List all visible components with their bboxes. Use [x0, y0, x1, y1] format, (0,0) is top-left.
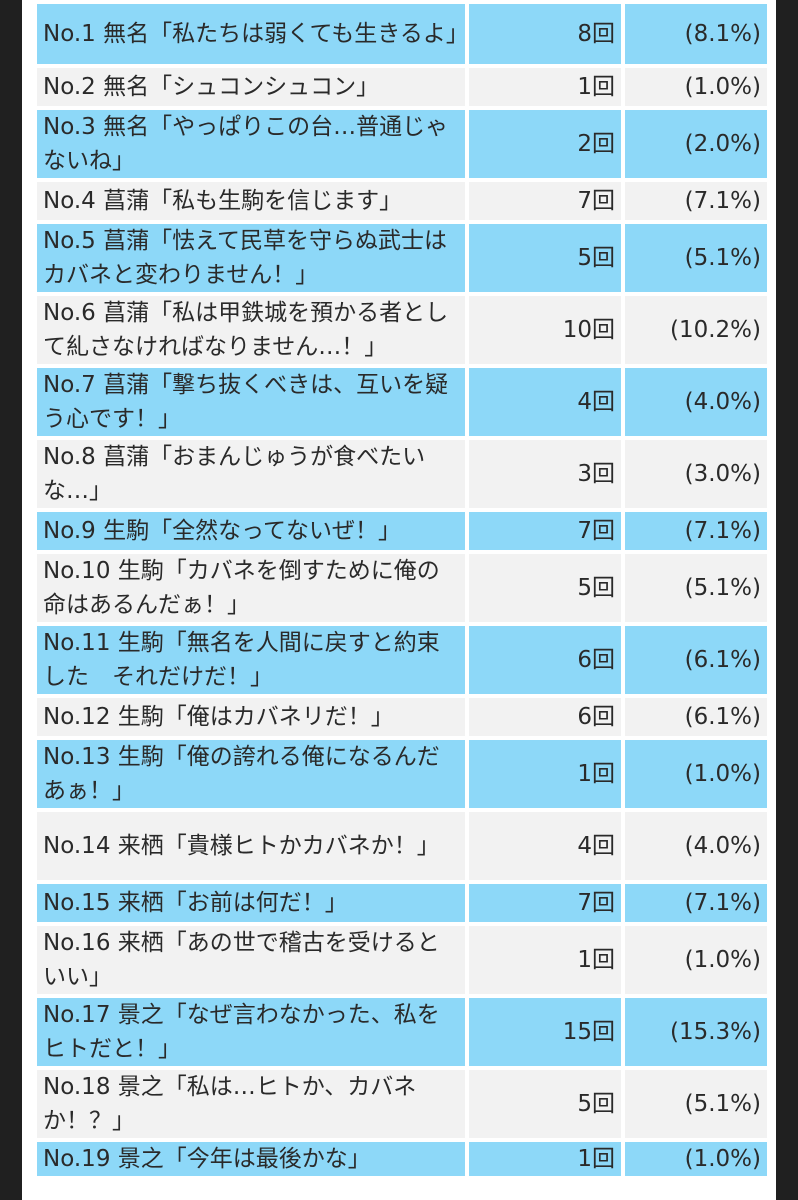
table-row: No.6 菖蒲「私は甲鉄城を預かる者として糺さなければなりません…！」 10回 … [37, 296, 767, 364]
table-row: No.18 景之「私は…ヒトか、カバネか！？」 5回 (5.1%) [37, 1070, 767, 1138]
quote-label: No.10 生駒「カバネを倒すために俺の命はあるんだぁ！」 [37, 554, 465, 622]
vote-count: 2回 [469, 110, 621, 178]
table-row: No.16 来栖「あの世で稽古を受けるといい」 1回 (1.0%) [37, 926, 767, 994]
table-row: No.4 菖蒲「私も生駒を信じます」 7回 (7.1%) [37, 182, 767, 220]
quote-label: No.3 無名「やっぱりこの台…普通じゃないね」 [37, 110, 465, 178]
left-edge-bar [0, 0, 22, 1200]
vote-percent: (8.1%) [625, 4, 767, 64]
table-row: No.2 無名「シュコンシュコン」 1回 (1.0%) [37, 68, 767, 106]
vote-count: 10回 [469, 296, 621, 364]
quote-label: No.7 菖蒲「撃ち抜くべきは、互いを疑う心です！」 [37, 368, 465, 436]
quote-label: No.13 生駒「俺の誇れる俺になるんだあぁ！」 [37, 740, 465, 808]
quote-label: No.9 生駒「全然なってないぜ！」 [37, 512, 465, 550]
vote-count: 1回 [469, 68, 621, 106]
vote-count: 7回 [469, 884, 621, 922]
vote-percent: (6.1%) [625, 626, 767, 694]
table-row: No.14 来栖「貴様ヒトかカバネか！」 4回 (4.0%) [37, 812, 767, 880]
quote-label: No.4 菖蒲「私も生駒を信じます」 [37, 182, 465, 220]
table-row: No.7 菖蒲「撃ち抜くべきは、互いを疑う心です！」 4回 (4.0%) [37, 368, 767, 436]
table-row: No.17 景之「なぜ言わなかった、私をヒトだと！」 15回 (15.3%) [37, 998, 767, 1066]
vote-count: 6回 [469, 698, 621, 736]
table-row: No.15 来栖「お前は何だ！」 7回 (7.1%) [37, 884, 767, 922]
quote-label: No.5 菖蒲「怯えて民草を守らぬ武士はカバネと変わりません！」 [37, 224, 465, 292]
quote-label: No.1 無名「私たちは弱くても生きるよ」 [37, 4, 465, 64]
quote-label: No.12 生駒「俺はカバネリだ！」 [37, 698, 465, 736]
table-row: No.12 生駒「俺はカバネリだ！」 6回 (6.1%) [37, 698, 767, 736]
table-row: No.11 生駒「無名を人間に戻すと約束した それだけだ！」 6回 (6.1%) [37, 626, 767, 694]
quote-label: No.19 景之「今年は最後かな」 [37, 1142, 465, 1176]
vote-percent: (5.1%) [625, 554, 767, 622]
vote-percent: (4.0%) [625, 368, 767, 436]
vote-count: 1回 [469, 1142, 621, 1176]
table-row: No.1 無名「私たちは弱くても生きるよ」 8回 (8.1%) [37, 4, 767, 64]
vote-percent: (2.0%) [625, 110, 767, 178]
vote-percent: (7.1%) [625, 512, 767, 550]
vote-count: 6回 [469, 626, 621, 694]
table-row: No.3 無名「やっぱりこの台…普通じゃないね」 2回 (2.0%) [37, 110, 767, 178]
quote-label: No.2 無名「シュコンシュコン」 [37, 68, 465, 106]
table-row: No.10 生駒「カバネを倒すために俺の命はあるんだぁ！」 5回 (5.1%) [37, 554, 767, 622]
quote-label: No.14 来栖「貴様ヒトかカバネか！」 [37, 812, 465, 880]
vote-percent: (4.0%) [625, 812, 767, 880]
vote-percent: (3.0%) [625, 440, 767, 508]
quote-label: No.17 景之「なぜ言わなかった、私をヒトだと！」 [37, 998, 465, 1066]
table-row: No.19 景之「今年は最後かな」 1回 (1.0%) [37, 1142, 767, 1176]
vote-count: 5回 [469, 1070, 621, 1138]
vote-percent: (1.0%) [625, 740, 767, 808]
vote-count: 3回 [469, 440, 621, 508]
vote-percent: (5.1%) [625, 224, 767, 292]
vote-results-body: No.1 無名「私たちは弱くても生きるよ」 8回 (8.1%) No.2 無名「… [37, 4, 767, 1176]
vote-count: 4回 [469, 812, 621, 880]
quote-label: No.11 生駒「無名を人間に戻すと約束した それだけだ！」 [37, 626, 465, 694]
vote-percent: (7.1%) [625, 182, 767, 220]
vote-count: 15回 [469, 998, 621, 1066]
vote-percent: (10.2%) [625, 296, 767, 364]
vote-count: 7回 [469, 182, 621, 220]
vote-percent: (6.1%) [625, 698, 767, 736]
table-row: No.5 菖蒲「怯えて民草を守らぬ武士はカバネと変わりません！」 5回 (5.1… [37, 224, 767, 292]
vote-percent: (7.1%) [625, 884, 767, 922]
vote-count: 7回 [469, 512, 621, 550]
vote-percent: (1.0%) [625, 68, 767, 106]
vote-count: 1回 [469, 740, 621, 808]
vote-count: 8回 [469, 4, 621, 64]
table-row: No.13 生駒「俺の誇れる俺になるんだあぁ！」 1回 (1.0%) [37, 740, 767, 808]
vote-percent: (1.0%) [625, 1142, 767, 1176]
vote-count: 4回 [469, 368, 621, 436]
vote-percent: (5.1%) [625, 1070, 767, 1138]
vote-count: 5回 [469, 224, 621, 292]
quote-label: No.6 菖蒲「私は甲鉄城を預かる者として糺さなければなりません…！」 [37, 296, 465, 364]
table-row: No.9 生駒「全然なってないぜ！」 7回 (7.1%) [37, 512, 767, 550]
vote-percent: (15.3%) [625, 998, 767, 1066]
quote-label: No.16 来栖「あの世で稽古を受けるといい」 [37, 926, 465, 994]
quote-label: No.8 菖蒲「おまんじゅうが食べたいな…」 [37, 440, 465, 508]
right-edge-bar [776, 0, 798, 1200]
vote-results-table: No.1 無名「私たちは弱くても生きるよ」 8回 (8.1%) No.2 無名「… [33, 0, 771, 1180]
vote-count: 1回 [469, 926, 621, 994]
quote-label: No.18 景之「私は…ヒトか、カバネか！？」 [37, 1070, 465, 1138]
vote-count: 5回 [469, 554, 621, 622]
vote-percent: (1.0%) [625, 926, 767, 994]
table-row: No.8 菖蒲「おまんじゅうが食べたいな…」 3回 (3.0%) [37, 440, 767, 508]
quote-label: No.15 来栖「お前は何だ！」 [37, 884, 465, 922]
